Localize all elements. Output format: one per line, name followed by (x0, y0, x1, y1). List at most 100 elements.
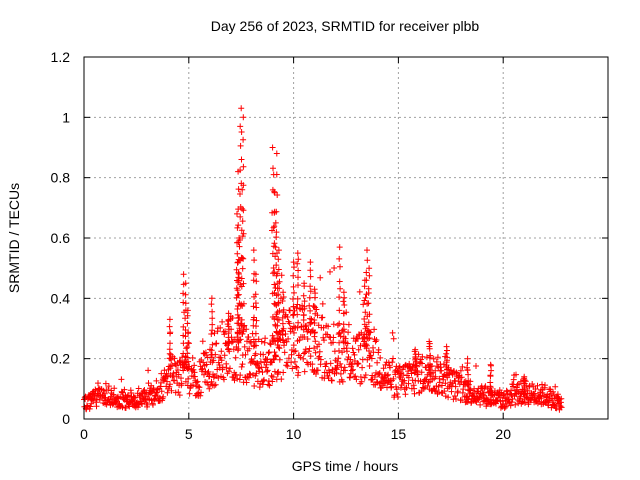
data-point (361, 343, 368, 350)
data-point (233, 294, 240, 301)
data-point (363, 269, 370, 276)
data-point (532, 386, 539, 392)
data-point (164, 378, 170, 385)
data-point (480, 389, 487, 396)
data-point (251, 257, 258, 264)
data-point (240, 114, 247, 121)
data-point (200, 359, 207, 366)
data-point (184, 350, 191, 357)
data-point (184, 307, 191, 314)
data-points (81, 105, 565, 413)
data-point (411, 390, 418, 397)
data-point (266, 382, 273, 389)
data-point (300, 317, 307, 323)
data-point (271, 223, 278, 230)
data-point (361, 277, 368, 284)
data-point (280, 294, 287, 300)
data-point (294, 311, 301, 318)
data-point (312, 310, 319, 317)
data-point (158, 370, 165, 377)
data-point (275, 266, 282, 273)
data-point (411, 348, 418, 355)
data-point (351, 351, 358, 358)
data-point (273, 272, 280, 279)
chart-title: Day 256 of 2023, SRMTID for receiver plb… (211, 18, 480, 34)
data-point (295, 274, 301, 281)
data-point (253, 278, 260, 285)
data-point (376, 370, 383, 376)
data-point (339, 349, 346, 356)
data-point (280, 289, 287, 296)
data-point (280, 337, 287, 344)
data-point (237, 142, 244, 149)
data-point (206, 373, 213, 380)
data-point (550, 388, 556, 395)
data-point (237, 167, 244, 174)
data-point (365, 300, 372, 307)
data-point (235, 279, 242, 286)
data-point (167, 355, 174, 362)
data-point (327, 268, 333, 275)
data-point (190, 382, 196, 388)
data-point (352, 373, 359, 380)
data-point (208, 331, 215, 337)
data-point (449, 371, 456, 378)
data-point (174, 367, 181, 373)
data-point (234, 287, 241, 294)
data-point (313, 371, 319, 377)
data-point (300, 292, 307, 299)
data-point (531, 390, 538, 397)
data-point (434, 354, 441, 361)
data-point (266, 349, 273, 356)
data-point (294, 324, 301, 331)
data-point (444, 366, 450, 373)
data-point (236, 300, 243, 307)
data-point (219, 318, 226, 325)
data-point (330, 321, 337, 328)
data-point (289, 365, 296, 372)
data-point (119, 389, 126, 396)
data-point (270, 265, 277, 271)
data-point (193, 379, 200, 386)
data-point (529, 381, 536, 387)
data-point (252, 338, 259, 345)
data-point (349, 345, 356, 352)
data-point (164, 373, 171, 380)
data-point (221, 376, 227, 383)
data-point (366, 363, 373, 369)
data-point (366, 335, 373, 341)
data-point (284, 363, 291, 370)
data-point (209, 308, 216, 315)
data-point (250, 277, 257, 284)
data-point (273, 171, 280, 178)
data-point (239, 218, 246, 225)
data-point (304, 336, 311, 342)
data-point (166, 323, 173, 330)
data-point (373, 337, 380, 343)
data-point (167, 363, 174, 370)
data-point (234, 306, 241, 312)
data-point (237, 372, 244, 379)
data-point (290, 283, 297, 290)
data-point (269, 337, 276, 343)
data-point (279, 298, 286, 304)
data-point (344, 340, 351, 347)
data-point (301, 283, 308, 290)
data-point (235, 315, 242, 322)
axis-ticks (83, 56, 608, 420)
data-point (260, 351, 267, 358)
data-point (236, 271, 242, 277)
data-point (426, 343, 433, 350)
data-point (290, 303, 297, 310)
data-point (311, 345, 318, 352)
data-point (190, 366, 197, 373)
data-point (185, 339, 192, 346)
data-point (412, 354, 419, 361)
data-point (209, 327, 216, 334)
data-point (166, 316, 173, 323)
data-point (182, 333, 189, 340)
data-point (272, 338, 279, 345)
data-point (237, 191, 243, 197)
data-point (225, 340, 232, 347)
data-point (487, 372, 494, 379)
